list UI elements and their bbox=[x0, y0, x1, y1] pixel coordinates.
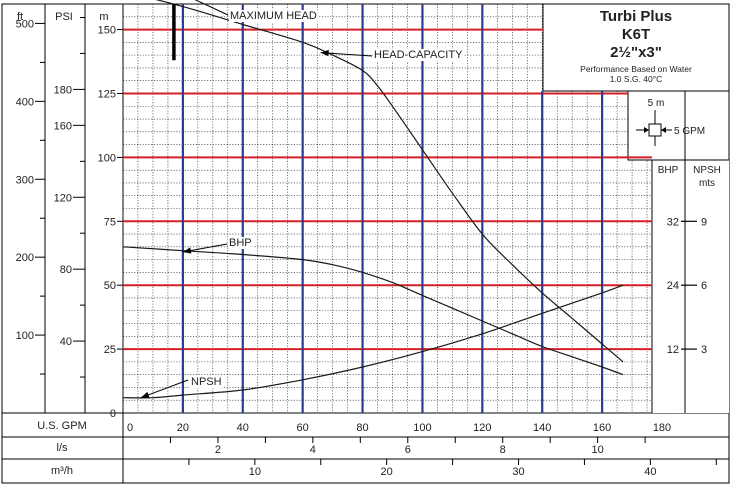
m-tick-label: 25 bbox=[104, 344, 116, 356]
m3h-tick-label: 10 bbox=[249, 466, 261, 478]
m-tick-label: 100 bbox=[98, 152, 116, 164]
maximum-head-label: MAXIMUM HEAD bbox=[230, 10, 317, 22]
gpm-tick-label: 120 bbox=[473, 422, 491, 434]
ft-tick-label: 200 bbox=[16, 252, 34, 264]
grid-legend-horizontal-label: 5 GPM bbox=[674, 126, 705, 137]
npsh-tick-label: 9 bbox=[701, 216, 707, 228]
ft-tick-label: 400 bbox=[16, 96, 34, 108]
ft-tick-label: 500 bbox=[16, 18, 34, 30]
ft-unit-label: ft bbox=[17, 11, 23, 23]
m3h-tick-label: 20 bbox=[381, 466, 393, 478]
head-capacity-label: HEAD-CAPACITY bbox=[374, 49, 463, 61]
head-capacity-arrowhead bbox=[320, 49, 329, 57]
gpm-tick-label: 160 bbox=[593, 422, 611, 434]
npsh-arrowhead bbox=[140, 391, 150, 398]
gpm-tick-label: 0 bbox=[127, 422, 133, 434]
grid-legend-square bbox=[648, 123, 662, 137]
grid-legend-arrowhead-left bbox=[644, 127, 649, 133]
maximum-head-label-bg bbox=[229, 10, 318, 22]
ft-tick-label: 100 bbox=[16, 330, 34, 342]
mts-unit-label: mts bbox=[699, 178, 715, 189]
gpm-unit-label: U.S. GPM bbox=[37, 420, 87, 432]
npsh-unit-label: NPSH bbox=[693, 165, 721, 176]
size-label: 2½"x3" bbox=[610, 44, 662, 61]
npsh-tick-label: 6 bbox=[701, 280, 707, 292]
psi-tick-label: 120 bbox=[54, 192, 72, 204]
title-box bbox=[542, 3, 730, 92]
curve-npsh bbox=[122, 284, 624, 399]
bhp-label-bg bbox=[228, 237, 253, 249]
m-tick-label: 150 bbox=[98, 25, 116, 37]
m3h-tick-label: 30 bbox=[512, 466, 524, 478]
m-tick-label: 125 bbox=[98, 88, 116, 100]
head-capacity-leader bbox=[320, 52, 373, 57]
maximum-head-leader bbox=[194, 0, 229, 16]
bhp-label: BHP bbox=[229, 237, 252, 249]
npsh-leader bbox=[140, 379, 189, 399]
bhp-tick-label: 12 bbox=[667, 344, 679, 356]
m-tick-label: 50 bbox=[104, 280, 116, 292]
psi-tick-label: 80 bbox=[60, 264, 72, 276]
model-label: K6T bbox=[622, 26, 650, 43]
bhp-unit-label: BHP bbox=[658, 165, 679, 176]
ls-tick-label: 10 bbox=[592, 444, 604, 456]
npsh-tick-label: 3 bbox=[701, 344, 707, 356]
m3h-unit-label: m³/h bbox=[51, 465, 73, 477]
psi-tick-label: 40 bbox=[60, 336, 72, 348]
gpm-tick-label: 140 bbox=[533, 422, 551, 434]
grid-legend-arrowhead-right bbox=[661, 127, 666, 133]
m-unit-label: m bbox=[99, 11, 108, 23]
head-capacity-label-bg bbox=[373, 49, 465, 61]
subtitle-line-2: 1.0 S.G. 40°C bbox=[610, 74, 663, 84]
m3h-tick-label: 40 bbox=[644, 466, 656, 478]
m-tick-label: 0 bbox=[110, 408, 116, 420]
gpm-tick-label: 80 bbox=[356, 422, 368, 434]
bhp-tick-label: 32 bbox=[667, 216, 679, 228]
m-tick-label: 75 bbox=[104, 216, 116, 228]
ls-tick-label: 6 bbox=[405, 444, 411, 456]
psi-unit-label: PSI bbox=[55, 11, 73, 23]
ls-tick-label: 2 bbox=[215, 444, 221, 456]
gpm-tick-label: 40 bbox=[237, 422, 249, 434]
curve-bhp bbox=[122, 246, 624, 376]
ls-unit-label: l/s bbox=[57, 442, 69, 454]
bhp-tick-label: 24 bbox=[667, 280, 679, 292]
right-axis-panel bbox=[652, 160, 729, 413]
npsh-label-bg bbox=[190, 376, 223, 388]
bhp-arrowhead bbox=[182, 247, 192, 254]
curve-head-capacity bbox=[155, 0, 624, 363]
gpm-tick-label: 20 bbox=[177, 422, 189, 434]
npsh-label: NPSH bbox=[191, 376, 222, 388]
psi-tick-label: 180 bbox=[54, 84, 72, 96]
ls-tick-label: 8 bbox=[500, 444, 506, 456]
grid-legend-vertical-label: 5 m bbox=[648, 98, 665, 109]
gpm-tick-label: 180 bbox=[653, 422, 671, 434]
chart-title: Turbi Plus bbox=[600, 8, 672, 25]
ls-tick-label: 4 bbox=[310, 444, 316, 456]
subtitle-line-1: Performance Based on Water bbox=[580, 64, 692, 74]
psi-tick-label: 160 bbox=[54, 120, 72, 132]
ft-tick-label: 300 bbox=[16, 174, 34, 186]
minor-grid bbox=[122, 3, 683, 414]
gpm-tick-label: 100 bbox=[413, 422, 431, 434]
gpm-tick-label: 60 bbox=[297, 422, 309, 434]
